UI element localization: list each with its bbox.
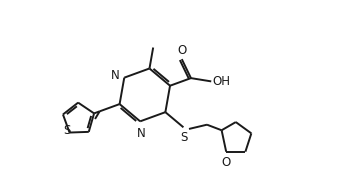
Text: O: O	[177, 44, 186, 57]
Text: O: O	[221, 156, 230, 169]
Text: N: N	[111, 69, 120, 82]
Text: S: S	[63, 124, 70, 137]
Text: S: S	[181, 130, 188, 144]
Text: OH: OH	[212, 75, 230, 88]
Text: N: N	[136, 127, 145, 140]
